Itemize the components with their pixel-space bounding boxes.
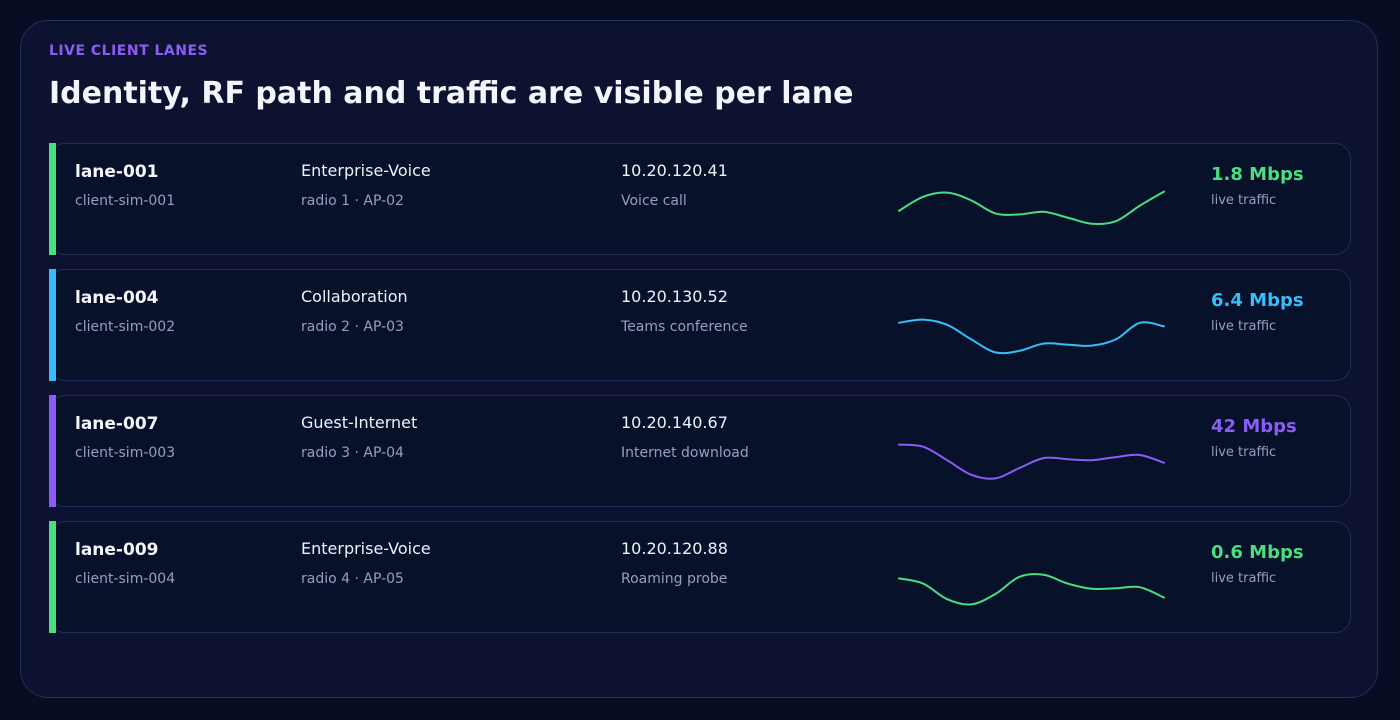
lane-row[interactable]: lane-001 client-sim-001 Enterprise-Voice… bbox=[49, 143, 1351, 255]
traffic-rate: 6.4 Mbps bbox=[1211, 290, 1304, 311]
lane-card bbox=[49, 521, 1351, 633]
radio-path: radio 1 · AP-02 bbox=[301, 193, 404, 209]
lane-id: lane-009 bbox=[75, 540, 159, 560]
traffic-line bbox=[898, 443, 1165, 480]
lane-row[interactable]: lane-009 client-sim-004 Enterprise-Voice… bbox=[49, 521, 1351, 633]
traffic-sparkline bbox=[898, 573, 1165, 606]
lane-card bbox=[49, 395, 1351, 507]
ssid-name: Enterprise-Voice bbox=[301, 161, 431, 180]
application-name: Voice call bbox=[621, 193, 687, 209]
lane-accent-bar bbox=[49, 521, 56, 633]
section-eyebrow: LIVE CLIENT LANES bbox=[49, 43, 209, 59]
client-id: client-sim-002 bbox=[75, 319, 176, 335]
client-id: client-sim-001 bbox=[75, 193, 176, 209]
traffic-rate: 1.8 Mbps bbox=[1211, 164, 1304, 185]
client-id: client-sim-004 bbox=[75, 571, 176, 587]
radio-path: radio 2 · AP-03 bbox=[301, 319, 404, 335]
page-title: Identity, RF path and traffic are visibl… bbox=[49, 76, 854, 111]
lane-accent-bar bbox=[49, 143, 56, 255]
ip-address: 10.20.130.52 bbox=[621, 287, 728, 306]
traffic-rate-label: live traffic bbox=[1211, 445, 1277, 460]
traffic-line bbox=[898, 190, 1165, 226]
traffic-sparkline bbox=[898, 190, 1165, 226]
ssid-name: Enterprise-Voice bbox=[301, 539, 431, 558]
lane-accent-bar bbox=[49, 269, 56, 381]
application-name: Teams conference bbox=[621, 319, 748, 335]
client-lanes-panel: LIVE CLIENT LANES Identity, RF path and … bbox=[20, 20, 1378, 698]
lane-id: lane-004 bbox=[75, 288, 159, 308]
ip-address: 10.20.120.88 bbox=[621, 539, 728, 558]
traffic-rate-label: live traffic bbox=[1211, 193, 1277, 208]
application-name: Roaming probe bbox=[621, 571, 728, 587]
traffic-rate-label: live traffic bbox=[1211, 319, 1277, 334]
client-id: client-sim-003 bbox=[75, 445, 176, 461]
application-name: Internet download bbox=[621, 445, 749, 461]
ip-address: 10.20.120.41 bbox=[621, 161, 728, 180]
traffic-rate: 0.6 Mbps bbox=[1211, 542, 1304, 563]
radio-path: radio 4 · AP-05 bbox=[301, 571, 404, 587]
traffic-sparkline bbox=[898, 443, 1165, 480]
ssid-name: Collaboration bbox=[301, 287, 408, 306]
lane-card bbox=[49, 143, 1351, 255]
ssid-name: Guest-Internet bbox=[301, 413, 418, 432]
lane-row[interactable]: lane-007 client-sim-003 Guest-Internet r… bbox=[49, 395, 1351, 507]
lane-id: lane-007 bbox=[75, 414, 159, 434]
lane-accent-bar bbox=[49, 395, 56, 507]
traffic-line bbox=[898, 318, 1165, 355]
traffic-sparkline bbox=[898, 318, 1165, 355]
traffic-rate: 42 Mbps bbox=[1211, 416, 1297, 437]
traffic-line bbox=[898, 573, 1165, 606]
radio-path: radio 3 · AP-04 bbox=[301, 445, 404, 461]
traffic-rate-label: live traffic bbox=[1211, 571, 1277, 586]
lane-id: lane-001 bbox=[75, 162, 159, 182]
lane-row[interactable]: lane-004 client-sim-002 Collaboration ra… bbox=[49, 269, 1351, 381]
ip-address: 10.20.140.67 bbox=[621, 413, 728, 432]
